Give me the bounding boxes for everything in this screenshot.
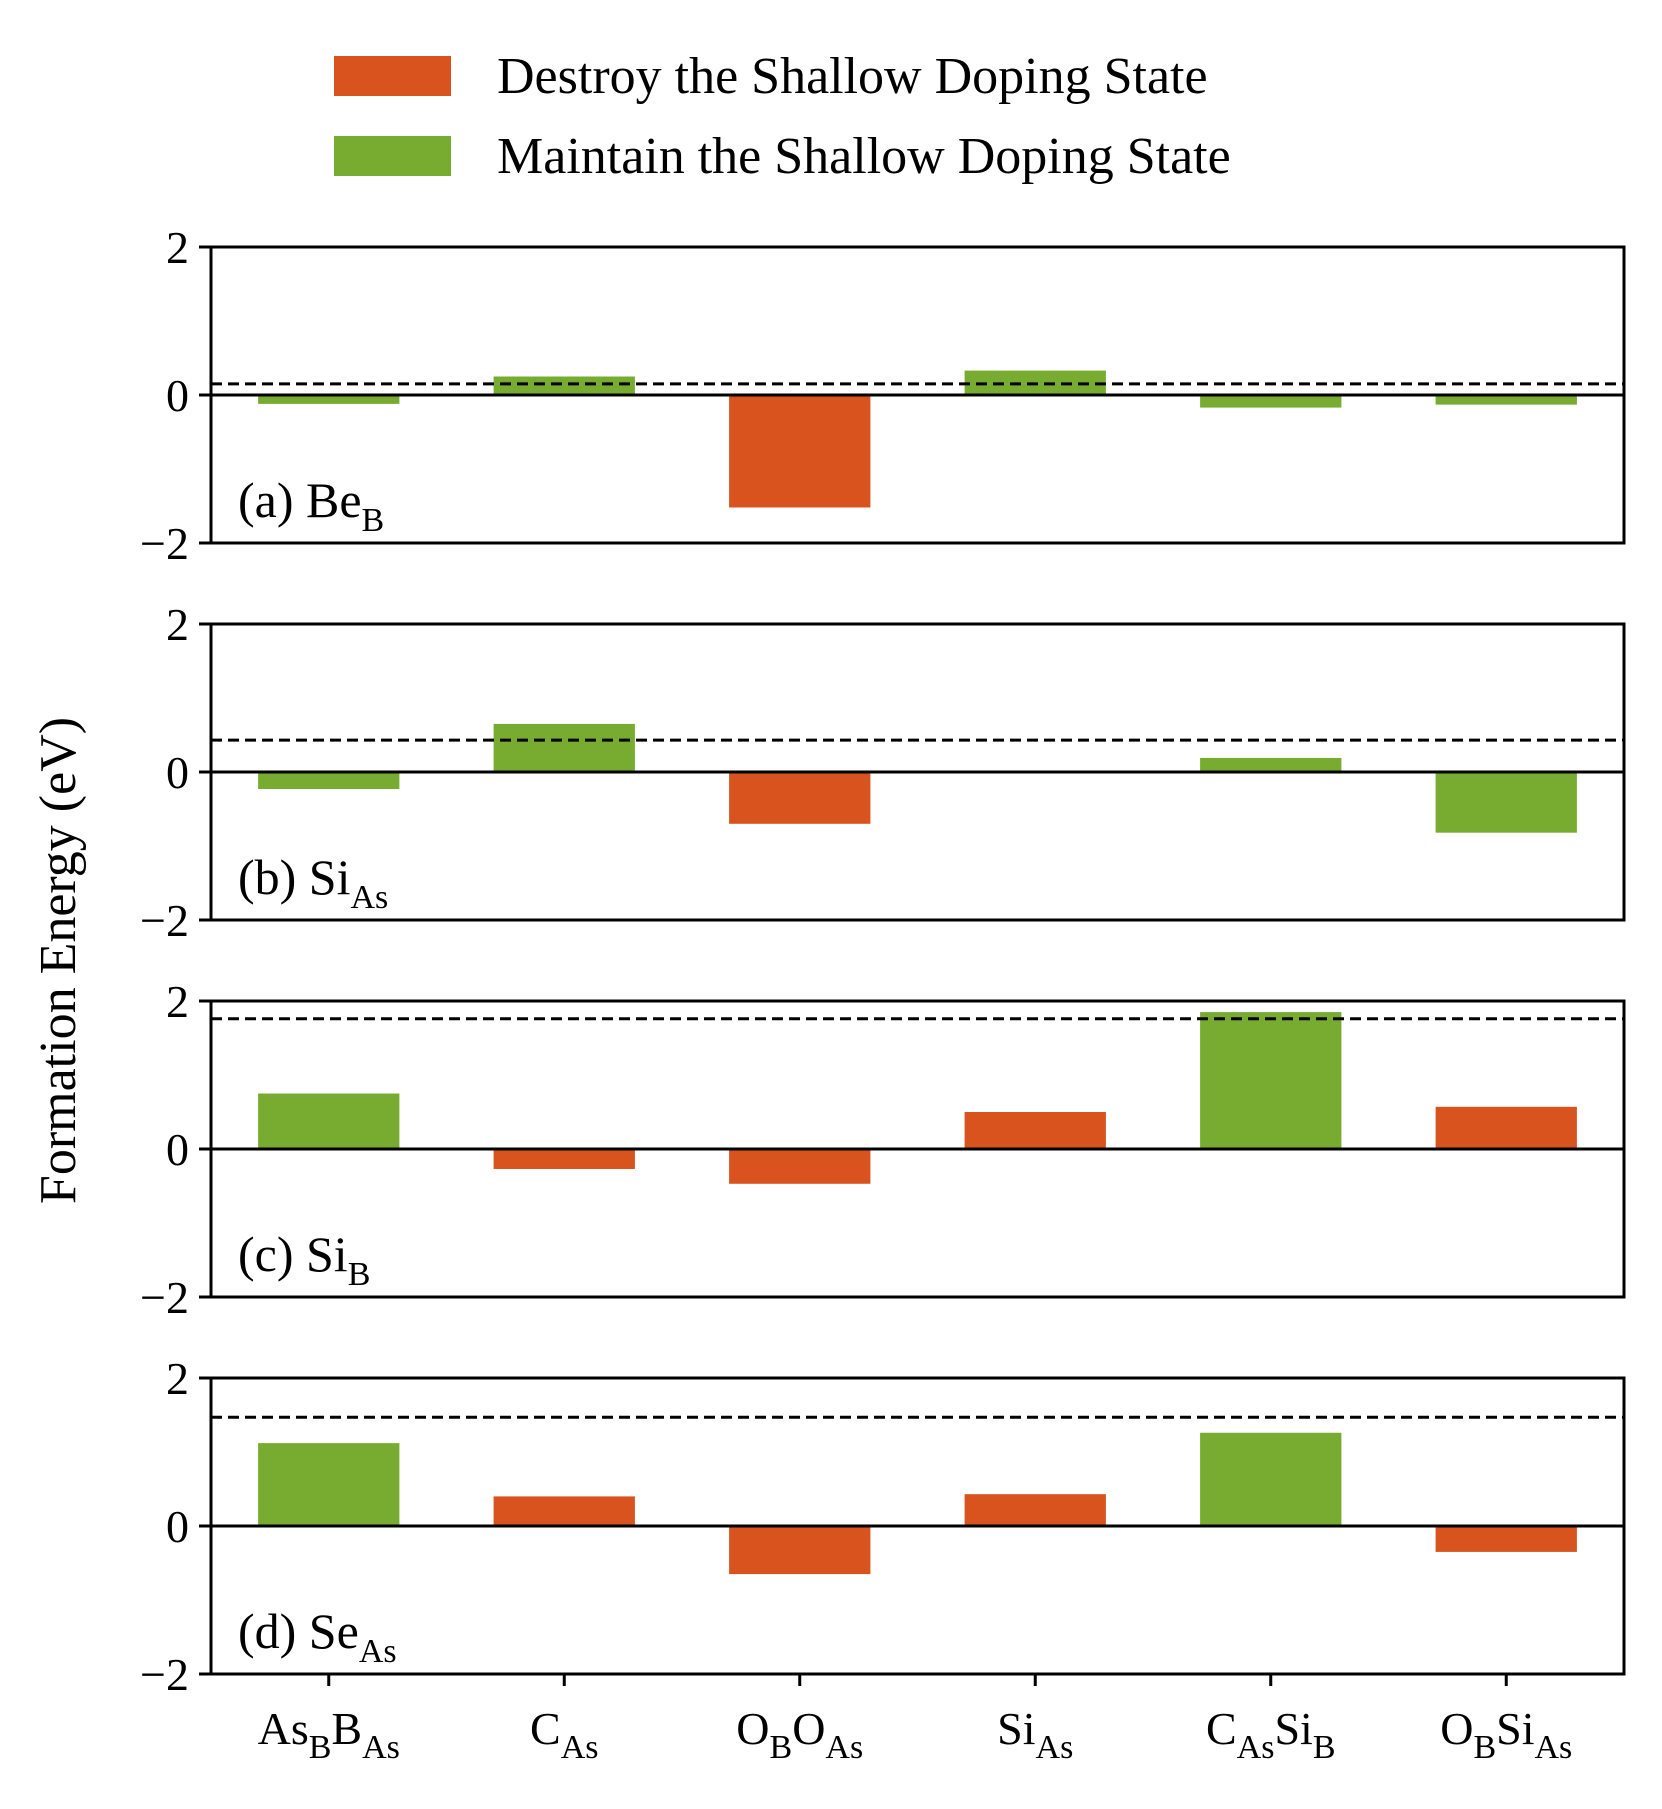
bar-OB_SiAs <box>1435 772 1577 833</box>
text-run: Si <box>997 1703 1035 1754</box>
text-run: O <box>1440 1703 1473 1754</box>
subscript: B <box>1473 1729 1496 1766</box>
legend-swatch-destroy <box>334 56 451 96</box>
bar-OB_OAs <box>729 395 871 508</box>
text-run: Si <box>1496 1703 1534 1754</box>
x-tick-label-CAs: CAs <box>530 1703 598 1766</box>
y-tick-label: 0 <box>166 370 189 421</box>
panel-2 <box>199 999 1626 1299</box>
bar-CAs <box>493 376 635 395</box>
legend-swatch-maintain <box>334 136 451 176</box>
text-run: B <box>331 1703 362 1754</box>
text-run: (c) Si <box>238 1226 348 1282</box>
bar-CAs <box>493 723 635 772</box>
text-run: Si <box>1274 1703 1312 1754</box>
subscript: As <box>351 879 389 916</box>
bar-AsB_BAs <box>258 772 400 790</box>
subscript: As <box>362 1729 400 1766</box>
text-run: (b) Si <box>238 849 351 905</box>
text-run: As <box>258 1703 309 1754</box>
text-run: C <box>1206 1703 1237 1754</box>
panel-label: (a) BeB <box>238 472 384 539</box>
bar-OB_SiAs <box>1435 1526 1577 1552</box>
bar-CAs_SiB <box>1200 1432 1342 1526</box>
subscript: B <box>362 502 385 539</box>
y-tick-label: 0 <box>166 1124 189 1175</box>
bar-AsB_BAs <box>258 1443 400 1526</box>
subscript: As <box>825 1729 863 1766</box>
x-tick-label-OB_OAs: OBOAs <box>736 1703 863 1766</box>
subscript: As <box>561 1729 599 1766</box>
y-tick-label: 2 <box>166 599 189 650</box>
x-tick-label-OB_SiAs: OBSiAs <box>1440 1703 1572 1766</box>
x-tick-label-SiAs: SiAs <box>997 1703 1073 1766</box>
text-run: C <box>530 1703 561 1754</box>
subscript: B <box>309 1729 332 1766</box>
y-tick-label: −2 <box>140 1272 189 1323</box>
subscript: B <box>1313 1729 1336 1766</box>
subscript: As <box>1237 1729 1275 1766</box>
y-tick-label: −2 <box>140 895 189 946</box>
x-tick-label-AsB_BAs: AsBBAs <box>258 1703 400 1766</box>
panel-label: (c) SiB <box>238 1226 370 1293</box>
y-axis-label: Formation Energy (eV) <box>30 717 87 1204</box>
bar-AsB_BAs <box>258 1093 400 1149</box>
y-tick-label: 2 <box>166 976 189 1027</box>
bar-OB_SiAs <box>1435 395 1577 405</box>
subscript: B <box>348 1256 371 1293</box>
bar-CAs <box>493 1149 635 1169</box>
panel-1 <box>199 622 1626 922</box>
legend-label-maintain: Maintain the Shallow Doping State <box>497 128 1231 185</box>
bar-CAs_SiB <box>1200 395 1342 408</box>
bar-OB_OAs <box>729 1526 871 1575</box>
y-tick-label: −2 <box>140 518 189 569</box>
bar-OB_SiAs <box>1435 1106 1577 1149</box>
bar-OB_OAs <box>729 1149 871 1184</box>
subscript: B <box>770 1729 793 1766</box>
panel-label: (b) SiAs <box>238 849 388 916</box>
panel-0 <box>199 245 1626 545</box>
subscript: As <box>1036 1729 1074 1766</box>
panel-label: (d) SeAs <box>238 1603 397 1670</box>
bar-CAs <box>493 1496 635 1526</box>
text-run: (d) Se <box>238 1603 359 1659</box>
text-run: O <box>792 1703 825 1754</box>
bar-SiAs <box>964 1112 1106 1149</box>
y-tick-label: 0 <box>166 747 189 798</box>
panel-3 <box>199 1376 1626 1676</box>
bar-CAs_SiB <box>1200 1012 1342 1149</box>
bar-CAs_SiB <box>1200 757 1342 772</box>
y-tick-label: −2 <box>140 1649 189 1700</box>
bar-SiAs <box>964 1494 1106 1526</box>
bar-AsB_BAs <box>258 395 400 404</box>
x-tick-label-CAs_SiB: CAsSiB <box>1206 1703 1336 1766</box>
text-run: (a) Be <box>238 472 362 528</box>
subscript: As <box>359 1633 397 1670</box>
bar-OB_OAs <box>729 772 871 824</box>
y-tick-label: 2 <box>166 222 189 273</box>
y-tick-label: 0 <box>166 1501 189 1552</box>
subscript: As <box>1535 1729 1573 1766</box>
legend-label-destroy: Destroy the Shallow Doping State <box>497 48 1208 105</box>
y-tick-label: 2 <box>166 1353 189 1404</box>
text-run: O <box>736 1703 769 1754</box>
